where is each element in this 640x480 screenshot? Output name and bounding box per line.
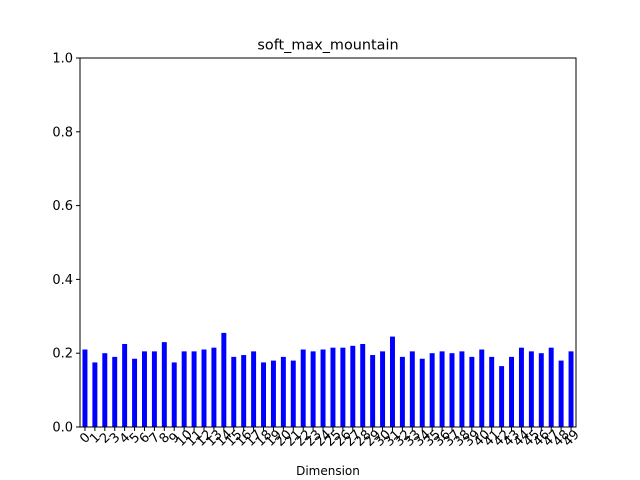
bar-44 [518,347,524,427]
bar-38 [459,351,465,427]
bar-45 [528,351,534,427]
bar-16 [241,355,247,427]
bar-29 [370,355,376,427]
bar-34 [419,358,425,427]
bar-10 [181,351,187,427]
bar-19 [270,360,276,427]
bar-31 [390,336,395,427]
bar-20 [280,356,286,427]
bar-36 [439,351,445,427]
bar-17 [251,351,257,427]
bar-26 [340,347,346,427]
bar-3 [112,356,118,427]
bar-12 [201,349,207,427]
bar-2 [102,353,108,427]
bar-4 [122,343,128,427]
bar-39 [469,356,475,427]
bar-8 [161,342,167,427]
bar-14 [221,332,227,427]
bar-42 [499,366,505,427]
bar-24 [320,349,326,427]
bar-0 [82,349,88,427]
bar-13 [211,347,217,427]
y-tick-label: 0.0 [52,421,73,436]
y-tick-label: 0.4 [52,273,73,288]
y-tick-label: 1.0 [52,52,73,67]
bar-33 [409,351,415,427]
bar-22 [300,349,306,427]
bar-15 [231,356,237,427]
bar-23 [310,351,316,427]
bar-37 [449,353,455,427]
bar-40 [479,349,485,427]
bar-5 [132,358,138,427]
bars [82,332,574,427]
bar-48 [558,360,564,427]
bar-28 [360,343,366,427]
chart-title: soft_max_mountain [257,38,398,54]
bar-25 [330,347,336,427]
bar-21 [290,360,296,427]
bar-35 [429,353,435,427]
bar-18 [261,362,266,427]
y-tick-label: 0.2 [52,347,73,362]
bar-11 [191,351,197,427]
y-tick-label: 0.6 [52,199,73,214]
bar-41 [489,356,495,427]
y-tick-label: 0.8 [52,125,73,140]
y-axis-ticks: 0.0 0.2 0.4 0.6 0.8 1.0 [52,52,80,436]
bar-1 [92,362,98,427]
bar-49 [568,351,574,427]
bar-27 [350,345,356,427]
bar-43 [509,356,514,427]
x-axis-label: Dimension [296,464,360,478]
bar-7 [151,351,157,427]
bar-6 [142,351,147,427]
bar-9 [171,362,177,427]
plot-area-frame [79,57,577,428]
x-axis-ticks: 0123456789101112131415161718192021222324… [77,427,583,450]
bar-46 [538,353,544,427]
bar-30 [380,351,386,427]
bar-47 [548,347,554,427]
bar-32 [399,356,405,427]
